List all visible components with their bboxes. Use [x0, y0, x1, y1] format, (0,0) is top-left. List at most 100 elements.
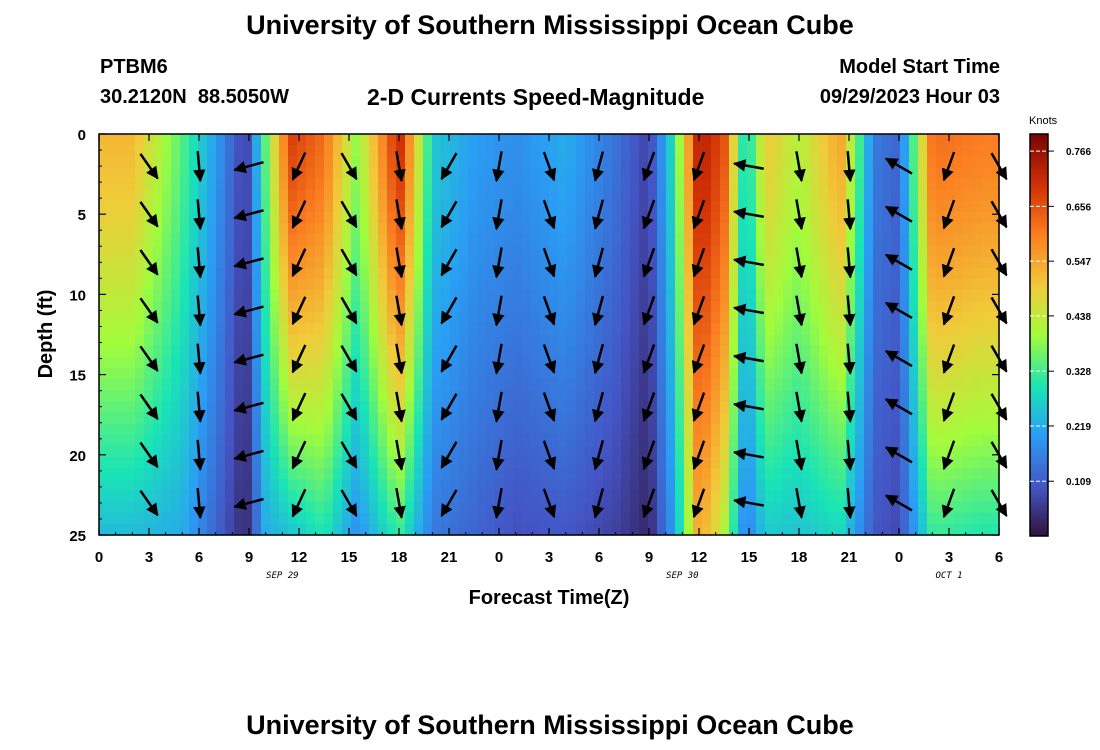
heatmap-cell	[711, 278, 721, 291]
current-vector	[233, 353, 264, 366]
heatmap-cell	[954, 323, 964, 336]
heatmap-cell	[639, 223, 649, 235]
heatmap-cell	[315, 211, 325, 224]
heatmap-cell	[630, 501, 640, 514]
heatmap-cell	[180, 379, 190, 391]
heatmap-cell	[486, 523, 496, 536]
heatmap-cell	[729, 367, 739, 380]
heatmap-cell	[171, 223, 181, 235]
x-tick-label: 3	[945, 549, 953, 566]
heatmap-cell	[873, 379, 883, 391]
heatmap-cell	[873, 312, 883, 324]
heatmap-cell	[864, 379, 874, 391]
heatmap-cell	[207, 267, 217, 280]
heatmap-cell	[486, 167, 496, 180]
heatmap-cell	[918, 523, 928, 536]
x-tick-label: 12	[691, 549, 708, 566]
heatmap-cell	[972, 223, 982, 235]
heatmap-cell	[567, 223, 577, 235]
heatmap-cell	[261, 512, 271, 525]
heatmap-cell	[351, 479, 361, 492]
heatmap-cell	[639, 512, 649, 525]
heatmap-cell	[324, 390, 334, 402]
heatmap-cell	[189, 412, 199, 425]
heatmap-cell	[378, 134, 388, 146]
heatmap-cell	[621, 468, 631, 480]
heatmap-cell	[306, 200, 316, 213]
heatmap-cell	[873, 445, 883, 458]
heatmap-cell	[540, 512, 550, 525]
heatmap-cell	[216, 390, 226, 402]
heatmap-cell	[234, 367, 244, 380]
heatmap-cell	[405, 501, 415, 514]
heatmap-cell	[891, 323, 901, 336]
heatmap-cell	[279, 200, 289, 213]
heatmap-cell	[324, 267, 334, 280]
heatmap-cell	[342, 134, 352, 146]
heatmap-cell	[225, 256, 235, 269]
heatmap-cell	[405, 312, 415, 324]
heatmap-cell	[387, 401, 397, 414]
current-vector	[393, 295, 406, 327]
heatmap-cell	[657, 334, 667, 347]
heatmap-cell	[765, 267, 775, 280]
heatmap-cell	[99, 267, 109, 280]
heatmap-cell	[621, 412, 631, 425]
heatmap-cell	[774, 323, 784, 336]
heatmap-cell	[585, 267, 595, 280]
heatmap-cell	[900, 434, 910, 447]
heatmap-cell	[351, 367, 361, 380]
heatmap-cell	[990, 367, 1000, 380]
heatmap-cell	[360, 278, 370, 291]
heatmap-cell	[657, 167, 667, 180]
heatmap-cell	[909, 245, 919, 258]
heatmap-cell	[117, 367, 127, 380]
heatmap-cell	[396, 289, 406, 302]
heatmap-cell	[135, 390, 145, 402]
heatmap-cell	[333, 200, 343, 213]
heatmap-cell	[252, 479, 262, 492]
heatmap-cell	[333, 445, 343, 458]
heatmap-cell	[891, 390, 901, 402]
heatmap-cell	[828, 379, 838, 391]
heatmap-cell	[333, 301, 343, 313]
heatmap-cell	[666, 189, 676, 202]
heatmap-cell	[351, 434, 361, 447]
heatmap-cell	[288, 479, 298, 492]
heatmap-cell	[333, 457, 343, 469]
heatmap-cell	[405, 356, 415, 369]
heatmap-cell	[477, 512, 487, 525]
heatmap-cell	[729, 134, 739, 146]
heatmap-cell	[891, 312, 901, 324]
heatmap-cell	[369, 512, 379, 525]
heatmap-cell	[126, 423, 136, 436]
heatmap-cell	[774, 156, 784, 169]
current-vector	[440, 200, 458, 229]
heatmap-cell	[144, 156, 154, 169]
heatmap-cell	[675, 356, 685, 369]
heatmap-cell	[243, 356, 253, 369]
heatmap-cell	[405, 245, 415, 258]
heatmap-cell	[603, 245, 613, 258]
heatmap-cell	[207, 401, 217, 414]
heatmap-cell	[288, 278, 298, 291]
heatmap-cell	[648, 189, 658, 202]
heatmap-cell	[594, 200, 604, 213]
heatmap-cell	[603, 479, 613, 492]
heatmap-cell	[504, 167, 514, 180]
heatmap-cell	[567, 145, 577, 157]
heatmap-cell	[828, 512, 838, 525]
heatmap-cell	[405, 156, 415, 169]
heatmap-cell	[243, 156, 253, 169]
heatmap-cell	[243, 200, 253, 213]
heatmap-cell	[216, 289, 226, 302]
heatmap-cell	[900, 312, 910, 324]
heatmap-cell	[639, 178, 649, 191]
heatmap-cell	[720, 334, 730, 347]
heatmap-cell	[144, 178, 154, 191]
heatmap-cell	[522, 434, 532, 447]
heatmap-cell	[837, 479, 847, 492]
heatmap-cell	[648, 256, 658, 269]
heatmap-cell	[702, 134, 712, 146]
heatmap-cell	[702, 278, 712, 291]
